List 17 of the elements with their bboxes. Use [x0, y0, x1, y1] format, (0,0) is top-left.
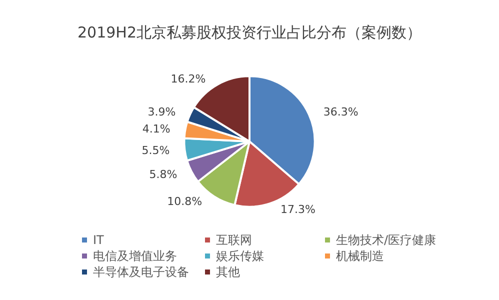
legend-label: 生物技术/医疗健康 [336, 233, 436, 247]
legend-label: 娱乐传媒 [216, 249, 264, 263]
data-label: 36.3% [323, 105, 358, 118]
legend-label: 半导体及电子设备 [93, 265, 189, 279]
data-label: 16.2% [170, 72, 206, 86]
legend-label: 其他 [216, 265, 240, 279]
legend-label: 机械制造 [336, 249, 384, 263]
legend-label: 互联网 [216, 233, 252, 247]
data-label: 5.8% [149, 168, 178, 181]
legend-label: 电信及增值业务 [93, 249, 177, 263]
data-label: 4.1% [142, 122, 170, 136]
data-label: 10.8% [167, 195, 202, 208]
data-label: 3.9% [148, 105, 176, 118]
legend-label: IT [93, 233, 105, 247]
data-label: 5.5% [142, 144, 170, 157]
chart-title: 2019H2北京私募股权投资行业占比分布（案例数） [78, 24, 422, 42]
data-label: 17.3% [280, 202, 316, 216]
